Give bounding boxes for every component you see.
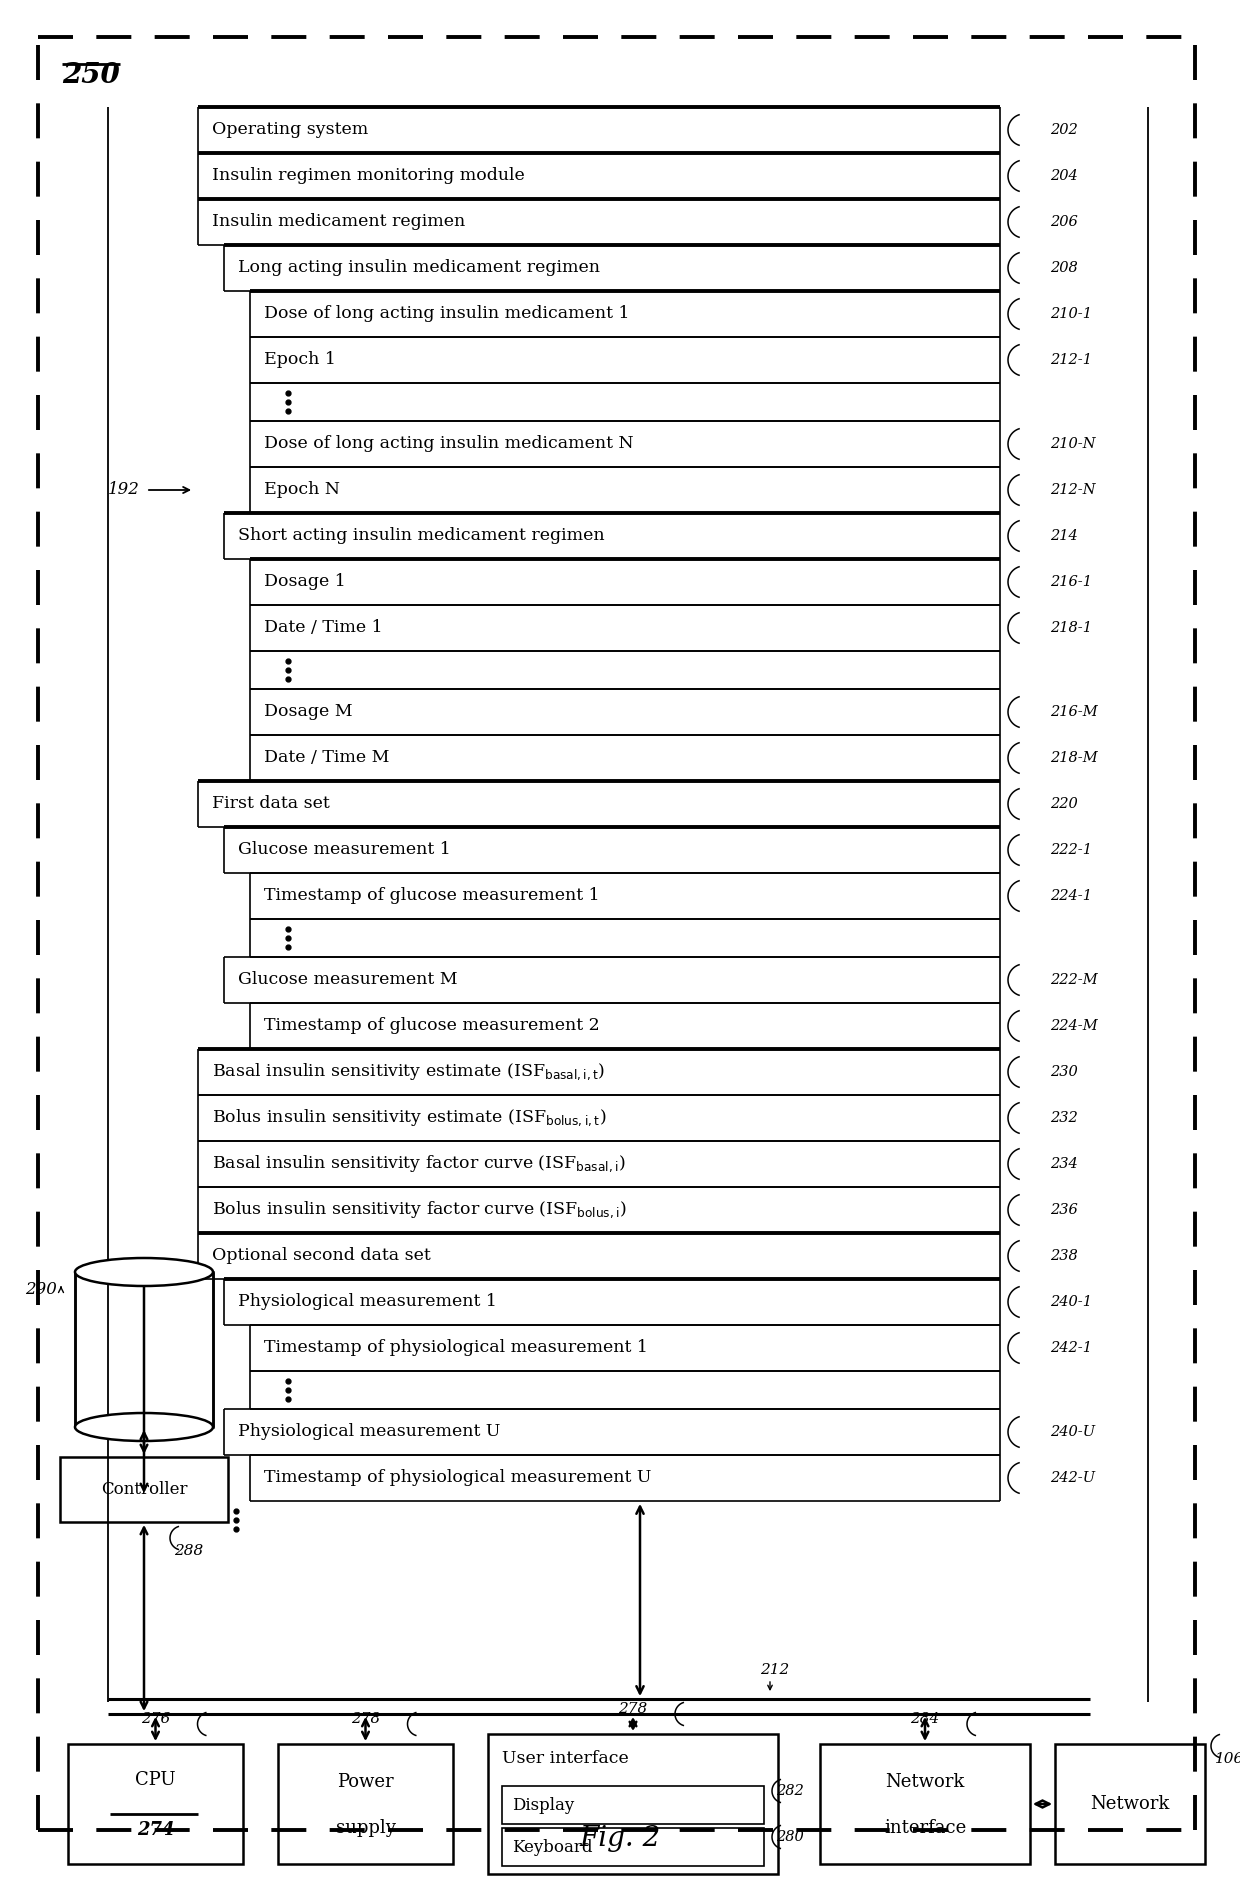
- Text: 222-M: 222-M: [1050, 972, 1097, 988]
- Text: Date / Time M: Date / Time M: [264, 749, 389, 766]
- Text: 220: 220: [1050, 797, 1078, 812]
- Text: 206: 206: [1050, 216, 1078, 229]
- Text: Fig. 2: Fig. 2: [579, 1826, 661, 1852]
- Text: 106: 106: [1215, 1752, 1240, 1765]
- Text: Timestamp of physiological measurement U: Timestamp of physiological measurement U: [264, 1470, 651, 1487]
- Text: 276: 276: [141, 1712, 170, 1726]
- Text: 240-1: 240-1: [1050, 1294, 1092, 1309]
- Bar: [278, 1744, 453, 1864]
- Text: 218-1: 218-1: [1050, 621, 1092, 636]
- Bar: [502, 1828, 764, 1866]
- Text: Long acting insulin medicament regimen: Long acting insulin medicament regimen: [238, 259, 600, 276]
- Bar: [60, 1457, 228, 1521]
- Text: 284: 284: [910, 1712, 940, 1726]
- Text: interface: interface: [884, 1818, 966, 1837]
- Text: Bolus insulin sensitivity factor curve (ISF$_{\rm bolus,i}$): Bolus insulin sensitivity factor curve (…: [212, 1200, 626, 1220]
- Text: Epoch N: Epoch N: [264, 481, 340, 498]
- Bar: [1055, 1744, 1205, 1864]
- Text: 224-M: 224-M: [1050, 1020, 1097, 1033]
- Text: 214: 214: [1050, 530, 1078, 543]
- Text: 290: 290: [25, 1281, 57, 1298]
- Text: Dose of long acting insulin medicament N: Dose of long acting insulin medicament N: [264, 435, 634, 452]
- Text: 210-N: 210-N: [1050, 437, 1095, 450]
- Text: CPU: CPU: [135, 1771, 176, 1790]
- Text: 208: 208: [1050, 261, 1078, 274]
- Text: First data set: First data set: [212, 795, 330, 812]
- Text: 282: 282: [776, 1784, 804, 1797]
- Text: 212: 212: [760, 1663, 789, 1676]
- Text: Insulin medicament regimen: Insulin medicament regimen: [212, 214, 465, 231]
- Text: supply: supply: [336, 1818, 396, 1837]
- Text: Date / Time 1: Date / Time 1: [264, 619, 383, 636]
- Text: 224-1: 224-1: [1050, 889, 1092, 902]
- Text: Timestamp of physiological measurement 1: Timestamp of physiological measurement 1: [264, 1340, 647, 1357]
- Text: Basal insulin sensitivity factor curve (ISF$_{\rm basal,i}$): Basal insulin sensitivity factor curve (…: [212, 1154, 625, 1175]
- Ellipse shape: [74, 1258, 213, 1287]
- Text: 202: 202: [1050, 123, 1078, 136]
- Text: Basal insulin sensitivity estimate (ISF$_{\rm basal,i,t}$): Basal insulin sensitivity estimate (ISF$…: [212, 1061, 605, 1082]
- Text: Glucose measurement 1: Glucose measurement 1: [238, 842, 451, 859]
- Ellipse shape: [74, 1413, 213, 1442]
- Text: Physiological measurement 1: Physiological measurement 1: [238, 1294, 497, 1311]
- Text: Network: Network: [885, 1773, 965, 1792]
- Text: Dosage M: Dosage M: [264, 704, 352, 721]
- Text: 280: 280: [776, 1830, 804, 1845]
- Text: User interface: User interface: [502, 1750, 629, 1767]
- Text: 238: 238: [1050, 1249, 1078, 1264]
- Text: Glucose measurement M: Glucose measurement M: [238, 971, 458, 988]
- Bar: [74, 1271, 213, 1427]
- Bar: [68, 1744, 243, 1864]
- Text: Timestamp of glucose measurement 2: Timestamp of glucose measurement 2: [264, 1018, 600, 1035]
- Text: Power: Power: [337, 1773, 394, 1792]
- Text: Dose of long acting insulin medicament 1: Dose of long acting insulin medicament 1: [264, 305, 630, 322]
- Text: Optional second data set: Optional second data set: [212, 1247, 430, 1264]
- Text: Display: Display: [512, 1797, 574, 1814]
- Text: Bolus insulin sensitivity estimate (ISF$_{\rm bolus,i,t}$): Bolus insulin sensitivity estimate (ISF$…: [212, 1107, 606, 1128]
- Text: Keyboard: Keyboard: [512, 1839, 593, 1856]
- Text: 192: 192: [108, 481, 140, 498]
- Text: 278: 278: [619, 1703, 647, 1716]
- Text: Physiological measurement U: Physiological measurement U: [238, 1423, 501, 1440]
- Text: 242-1: 242-1: [1050, 1341, 1092, 1355]
- Text: 278: 278: [351, 1712, 381, 1726]
- Text: 230: 230: [1050, 1065, 1078, 1078]
- Text: 242-U: 242-U: [1050, 1470, 1095, 1485]
- Text: Operating system: Operating system: [212, 121, 368, 138]
- Bar: [820, 1744, 1030, 1864]
- Text: 212-N: 212-N: [1050, 482, 1095, 498]
- Text: Short acting insulin medicament regimen: Short acting insulin medicament regimen: [238, 528, 605, 545]
- Text: 216-M: 216-M: [1050, 706, 1097, 719]
- Text: Insulin regimen monitoring module: Insulin regimen monitoring module: [212, 168, 525, 185]
- Text: 204: 204: [1050, 168, 1078, 184]
- Text: Epoch 1: Epoch 1: [264, 352, 336, 369]
- Text: 274: 274: [136, 1822, 175, 1839]
- Text: 250: 250: [62, 62, 120, 89]
- Text: Network: Network: [1090, 1796, 1169, 1813]
- Text: 222-1: 222-1: [1050, 844, 1092, 857]
- Text: 232: 232: [1050, 1111, 1078, 1126]
- Text: 210-1: 210-1: [1050, 307, 1092, 322]
- Text: 218-M: 218-M: [1050, 751, 1097, 764]
- Text: 288: 288: [174, 1544, 203, 1557]
- Text: 216-1: 216-1: [1050, 575, 1092, 588]
- Text: 236: 236: [1050, 1203, 1078, 1217]
- Text: Timestamp of glucose measurement 1: Timestamp of glucose measurement 1: [264, 887, 600, 904]
- Text: 240-U: 240-U: [1050, 1425, 1095, 1440]
- Bar: [489, 1733, 777, 1873]
- Text: 212-1: 212-1: [1050, 354, 1092, 367]
- Text: Controller: Controller: [100, 1481, 187, 1498]
- Bar: [502, 1786, 764, 1824]
- Text: 234: 234: [1050, 1158, 1078, 1171]
- Text: Dosage 1: Dosage 1: [264, 573, 346, 590]
